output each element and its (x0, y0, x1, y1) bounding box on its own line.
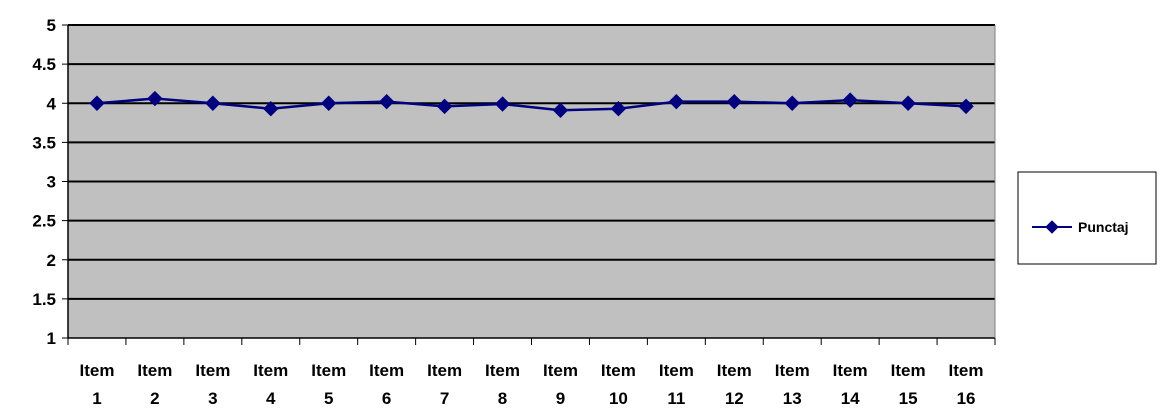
x-tick-label-line-1: Item (427, 361, 462, 380)
x-tick-label-line-2: 11 (667, 389, 685, 408)
legend-marker-swatch (1045, 220, 1059, 234)
data-point-marker (89, 95, 105, 111)
data-point-marker (321, 95, 337, 111)
x-tick-label-line-1: Item (891, 361, 926, 380)
data-point-marker (205, 95, 221, 111)
y-tick-label: 4.5 (32, 55, 56, 74)
x-tick-label-line-2: 14 (841, 389, 860, 408)
x-tick-label: Item 10 (601, 361, 636, 408)
x-tick-label-line-2: 3 (208, 389, 217, 408)
axes (62, 24, 996, 345)
x-tick-label: Item 15 (891, 361, 926, 408)
series-punctaj (89, 90, 974, 119)
x-tick-label-line-1: Item (601, 361, 636, 380)
x-tick-label-line-1: Item (253, 361, 288, 380)
x-tick-label-line-2: 8 (498, 389, 507, 408)
x-tick-label-line-2: 4 (266, 389, 276, 408)
x-tick-label-line-1: Item (195, 361, 230, 380)
x-tick-label-line-1: Item (543, 361, 578, 380)
x-tick-label-line-1: Item (369, 361, 404, 380)
x-tick-label: Item 16 (949, 361, 984, 408)
data-point-marker (900, 95, 916, 111)
data-point-marker (842, 92, 858, 108)
x-tick-label-line-1: Item (775, 361, 810, 380)
x-tick-label-line-2: 5 (324, 389, 333, 408)
data-point-marker (436, 98, 453, 115)
data-point-marker (378, 93, 395, 110)
data-point-marker (610, 101, 627, 117)
x-tick-label: Item 14 (833, 361, 868, 408)
x-tick-label: Item 12 (717, 361, 752, 408)
series-line (96, 97, 967, 112)
x-tick-label-line-1: Item (79, 361, 114, 380)
x-tick-label-line-2: 10 (609, 389, 628, 408)
x-tick-label-line-2: 16 (957, 389, 976, 408)
x-tick-label: Item 11 (659, 361, 694, 408)
x-tick-label-line-1: Item (949, 361, 984, 380)
x-tick-label-line-1: Item (311, 361, 346, 380)
legend: Punctaj (1017, 171, 1157, 265)
y-tick-label: 5 (47, 16, 56, 35)
data-point-marker (263, 101, 279, 117)
x-tick-label-line-1: Item (485, 361, 520, 380)
x-tick-label-line-2: 7 (440, 389, 449, 408)
y-tick-label: 2 (47, 251, 56, 270)
x-tick-label-line-2: 9 (556, 389, 565, 408)
x-tick-label: Item 6 (369, 361, 404, 408)
y-axis-tick-labels: 1 1.5 2 2.5 3 3.5 4 4.5 5 (32, 16, 56, 348)
x-tick-label-line-1: Item (717, 361, 752, 380)
legend-box (1017, 171, 1157, 265)
x-tick-label: Item 13 (775, 361, 810, 408)
x-tick-label-line-2: 6 (382, 389, 391, 408)
x-tick-label-line-1: Item (137, 361, 172, 380)
y-tick-label: 4 (47, 94, 57, 113)
y-tick-label: 1.5 (32, 290, 56, 309)
x-tick-label-line-2: 12 (725, 389, 744, 408)
x-tick-label: Item 8 (485, 361, 520, 408)
y-tick-label: 1 (47, 329, 56, 348)
data-point-marker (552, 102, 569, 119)
x-tick-label-line-1: Item (833, 361, 868, 380)
x-tick-label: Item 7 (427, 361, 462, 408)
x-tick-label: Item 3 (195, 361, 230, 408)
x-tick-label-line-2: 13 (783, 389, 802, 408)
legend-label-punctaj: Punctaj (1078, 219, 1129, 235)
data-point-marker (147, 90, 163, 107)
x-tick-label-line-2: 15 (899, 389, 918, 408)
gridlines (68, 24, 995, 300)
y-tick-label: 2.5 (32, 212, 56, 231)
x-tick-label-line-1: Item (659, 361, 694, 380)
x-tick-label: Item 1 (79, 361, 114, 408)
x-tick-label-line-2: 1 (92, 389, 101, 408)
x-tick-label: Item 4 (253, 361, 288, 408)
x-tick-label: Item 9 (543, 361, 578, 408)
x-tick-label: Item 5 (311, 361, 346, 408)
data-point-marker (726, 93, 742, 110)
data-point-marker (958, 98, 974, 115)
y-tick-label: 3 (47, 173, 56, 192)
x-tick-label-line-2: 2 (150, 389, 159, 408)
x-tick-label: Item 2 (137, 361, 172, 408)
y-tick-label: 3.5 (32, 133, 56, 152)
data-point-marker (494, 96, 511, 112)
x-axis-tick-labels: Item 1 Item 2 Item 3 Item 4 Item 5 Item 6 Item 7 Item 8… (79, 361, 983, 408)
data-point-marker (668, 93, 685, 110)
data-point-marker (784, 95, 800, 111)
